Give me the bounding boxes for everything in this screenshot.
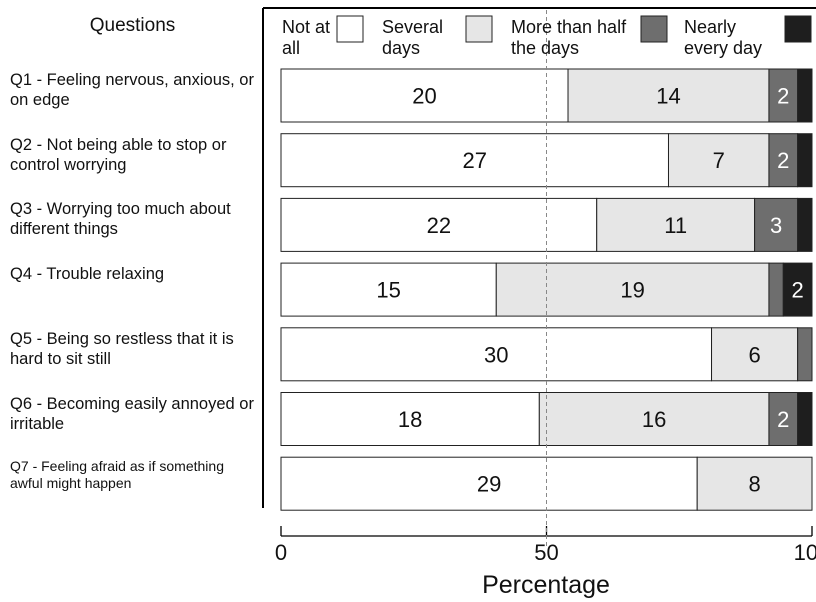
question-label: Q2 - Not being able to stop or control w…: [10, 135, 227, 174]
bar-value-label: 16: [642, 407, 666, 432]
bar-segment: [667, 133, 770, 188]
bar-row: 27 7 2: [280, 133, 813, 188]
bar-row: 29 8: [280, 456, 813, 511]
x-axis-label: Percentage: [482, 571, 610, 599]
question-label: Q3 - Worrying too much about different t…: [10, 200, 231, 239]
bar-value-label: 2: [777, 407, 789, 432]
bar-value-label: 2: [777, 148, 789, 173]
legend-swatch: [336, 15, 364, 43]
bar-value-label: 19: [620, 278, 644, 303]
question-label: Q5 - Being so restless that it is hard t…: [10, 329, 234, 368]
bar-segment: [797, 327, 813, 382]
x-tick-label: 50: [534, 540, 559, 565]
bar-segment: [797, 68, 813, 123]
bars-layer: 20 14 227 7 222 11 315 19 230 618 16 229 8: [280, 68, 813, 511]
bar-segment: [768, 133, 799, 188]
bar-value-label: 22: [427, 213, 451, 238]
bar-value-label: 20: [412, 84, 436, 109]
bar-value-label: 15: [376, 278, 400, 303]
bar-segment: [754, 197, 799, 252]
legend-label: Nearly every day: [684, 17, 763, 58]
bar-value-label: 27: [463, 148, 487, 173]
bar-value-label: 18: [398, 407, 422, 432]
bar-value-label: 11: [664, 213, 687, 238]
bar-row: 22 11 3: [280, 197, 813, 252]
bar-segment: [768, 392, 799, 446]
bar-row: 20 14 2: [280, 68, 813, 123]
question-label: Q1 - Feeling nervous, anxious, or on edg…: [10, 71, 254, 109]
bar-segment: [696, 456, 813, 511]
bar-segment: [768, 262, 784, 317]
question-label: Q6 - Becoming easily annoyed or irritabl…: [10, 394, 254, 433]
bar-value-label: 6: [748, 342, 760, 367]
bar-segment: [782, 262, 813, 317]
bar-value-label: 14: [656, 84, 680, 109]
bar-segment: [596, 197, 756, 252]
bar-segment: [280, 456, 698, 511]
legend-swatch: [465, 15, 493, 43]
x-tick-label: 100: [793, 540, 816, 565]
bar-row: 15 19 2: [280, 262, 813, 317]
bar-segment: [797, 133, 813, 188]
bar-row: 30 6: [280, 327, 813, 382]
bar-segment: [797, 197, 813, 252]
bar-segment: [797, 392, 813, 446]
bar-segment: [280, 262, 497, 317]
question-label: Q4 - Trouble relaxing: [10, 265, 165, 284]
legend-label: Several days: [382, 17, 444, 58]
legend-label: More than half the days: [511, 17, 627, 58]
bar-row: 18 16 2: [280, 392, 813, 446]
bar-segment: [495, 262, 770, 317]
bar-value-label: 8: [748, 472, 760, 497]
x-tick-label: 0: [274, 540, 288, 565]
bar-value-label: 2: [792, 278, 804, 303]
bar-segment: [567, 68, 770, 123]
legend-swatch: [784, 15, 812, 43]
bar-value-label: 30: [484, 342, 508, 367]
bar-segment: [280, 327, 713, 382]
bar-value-label: 2: [777, 84, 789, 109]
bar-segment: [280, 68, 569, 123]
questions-header: Questions: [89, 15, 176, 36]
legend-swatches: [336, 15, 812, 43]
legend-swatch: [640, 15, 668, 43]
bar-segment: [280, 133, 669, 188]
bar-value-label: 29: [477, 472, 501, 497]
question-label: Q7 - Feeling afraid as if something awfu…: [10, 458, 224, 492]
bar-value-label: 3: [770, 213, 782, 238]
legend-label: Not at all: [282, 17, 331, 58]
bar-value-label: 7: [713, 148, 725, 173]
